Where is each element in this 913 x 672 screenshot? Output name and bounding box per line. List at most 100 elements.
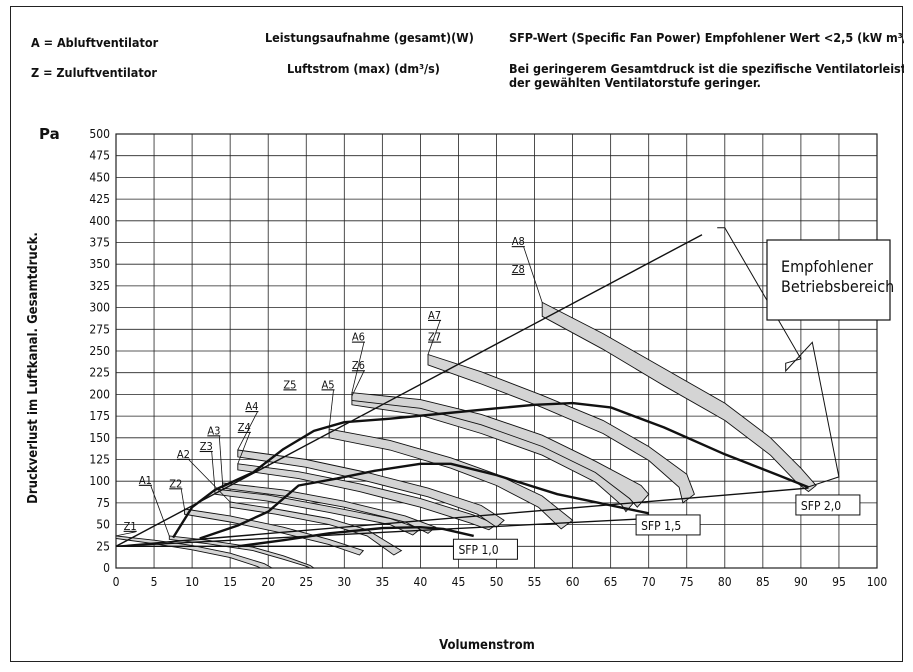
x-tick-label: 25 <box>299 575 313 589</box>
sfp-label-box <box>635 514 701 536</box>
axis-ticks: 0 5 10 15 20 25 30 35 40 45 50 55 60 65 70 75 80 85 90 95 10… <box>89 127 887 589</box>
y-tick-label: 450 <box>89 170 110 184</box>
system-curves <box>172 401 809 548</box>
header-power: Leistungsaufnahme (gesamt)(W) <box>265 30 474 45</box>
fan-label-a5: A5 <box>321 378 334 391</box>
fan-leader-line <box>150 485 170 537</box>
y-tick-label: 50 <box>96 518 110 532</box>
fan-leader-line <box>115 531 136 537</box>
x-tick-label: 50 <box>490 575 504 589</box>
recommended-box <box>766 239 891 321</box>
x-tick-label: 15 <box>223 575 237 589</box>
y-tick-label: 300 <box>89 301 110 315</box>
y-unit-label: Pa <box>39 125 60 143</box>
header-note-line1: Bei geringerem Gesamtdruck ist die spezi… <box>509 61 904 76</box>
fan-label-z7: Z7 <box>428 331 441 344</box>
fan-label-z5: Z5 <box>283 378 296 391</box>
x-tick-label: 0 <box>113 575 120 589</box>
y-tick-label: 100 <box>89 474 110 488</box>
fan-leader-line <box>180 489 185 510</box>
fan-leader-line <box>351 342 365 393</box>
y-tick-label: 225 <box>89 366 110 380</box>
x-tick-label: 65 <box>604 575 618 589</box>
fan-label-a6: A6 <box>352 331 365 344</box>
system-curve <box>199 462 649 540</box>
fan-label-z8: Z8 <box>512 263 525 276</box>
fan-leader-line <box>188 459 231 503</box>
x-tick-label: 30 <box>337 575 351 589</box>
fan-leader-line <box>427 320 441 355</box>
x-tick-label: 100 <box>867 575 888 589</box>
sfp-line <box>115 234 703 547</box>
fan-band-a5 <box>328 428 574 530</box>
fan-band-a8 <box>541 301 817 493</box>
y-tick-label: 25 <box>96 539 110 553</box>
fan-leader-line <box>237 432 251 464</box>
header-airflow: Luftstrom (max) (dm³/s) <box>287 61 440 76</box>
fan-label-z6: Z6 <box>352 359 365 372</box>
x-tick-label: 70 <box>642 575 656 589</box>
fan-leader-line <box>351 371 365 397</box>
fan-leader-line <box>211 451 216 490</box>
fan-label-a1: A1 <box>139 474 152 487</box>
fan-band-a2 <box>229 501 403 556</box>
x-tick-label: 45 <box>452 575 466 589</box>
fan-band-a3 <box>222 482 437 534</box>
x-tick-label: 75 <box>680 575 694 589</box>
y-tick-label: 175 <box>89 409 110 423</box>
y-tick-label: 0 <box>103 561 110 575</box>
y-tick-label: 325 <box>89 279 110 293</box>
fan-label-a7: A7 <box>428 309 441 322</box>
x-axis-title: Volumenstrom <box>439 638 535 653</box>
legend-abluft: A = Abluftventilator <box>31 35 159 50</box>
recommended-label-line1: Empfohlener <box>781 257 873 276</box>
fan-leader-line <box>523 246 543 303</box>
y-tick-label: 500 <box>89 127 110 141</box>
fan-label-z3: Z3 <box>200 440 213 453</box>
recommended-region-outline <box>717 227 840 489</box>
fan-band-a1 <box>168 535 316 569</box>
sfp-label: SFP 2,0 <box>801 499 841 513</box>
x-tick-label: 90 <box>794 575 808 589</box>
system-curve <box>237 526 474 548</box>
header-sfp: SFP-Wert (Specific Fan Power) Empfohlene… <box>509 30 904 45</box>
fan-band-z2 <box>184 508 365 556</box>
y-tick-label: 250 <box>89 344 110 358</box>
fan-bands <box>115 301 817 569</box>
x-tick-label: 60 <box>566 575 580 589</box>
header-note-line2: der gewählten Ventilatorstufe geringer. <box>509 75 761 90</box>
x-tick-label: 40 <box>414 575 428 589</box>
fan-label-a8: A8 <box>512 235 525 248</box>
y-axis-title: Druckverlust im Luftkanal. Gesamtdruck. <box>26 232 41 504</box>
legend-zuluft: Z = Zuluftventilator <box>31 65 157 80</box>
fan-labels: Z1 A1 Z2 A2 Z3 A3 Z4 A4 Z5 A5 A6 Z6 A7 Z7 A8 Z8 <box>115 235 543 537</box>
fan-label-z1: Z1 <box>124 520 137 533</box>
x-tick-label: 85 <box>756 575 770 589</box>
fan-label-z2: Z2 <box>169 477 182 490</box>
fan-band-z3 <box>214 488 422 536</box>
fan-leader-line <box>328 390 334 430</box>
y-tick-label: 350 <box>89 257 110 271</box>
sfp-line <box>115 487 809 547</box>
sfp-label-box <box>795 494 861 516</box>
system-curve <box>172 401 809 539</box>
recommended-label-line2: Betriebsbereich <box>781 277 894 296</box>
recommended-region <box>717 227 840 489</box>
sfp-label: SFP 1,0 <box>458 543 498 557</box>
x-tick-label: 5 <box>151 575 158 589</box>
fan-label-a4: A4 <box>245 400 258 413</box>
fan-label-a2: A2 <box>177 448 190 461</box>
x-tick-label: 20 <box>261 575 275 589</box>
y-tick-label: 400 <box>89 214 110 228</box>
sfp-label-box <box>452 538 518 560</box>
fan-leader-line <box>237 411 258 451</box>
fan-label-a3: A3 <box>207 424 220 437</box>
chart-frame: A = Abluftventilator Z = Zuluftventilato… <box>10 6 904 662</box>
x-tick-label: 80 <box>718 575 732 589</box>
y-tick-label: 125 <box>89 453 110 467</box>
y-tick-label: 75 <box>96 496 110 510</box>
sfp-lines: SFP 1,0 SFP 1,5 SFP 2,0 <box>115 234 861 560</box>
fan-label-z4: Z4 <box>238 421 251 434</box>
sfp-line <box>115 517 649 547</box>
y-tick-label: 375 <box>89 236 110 250</box>
